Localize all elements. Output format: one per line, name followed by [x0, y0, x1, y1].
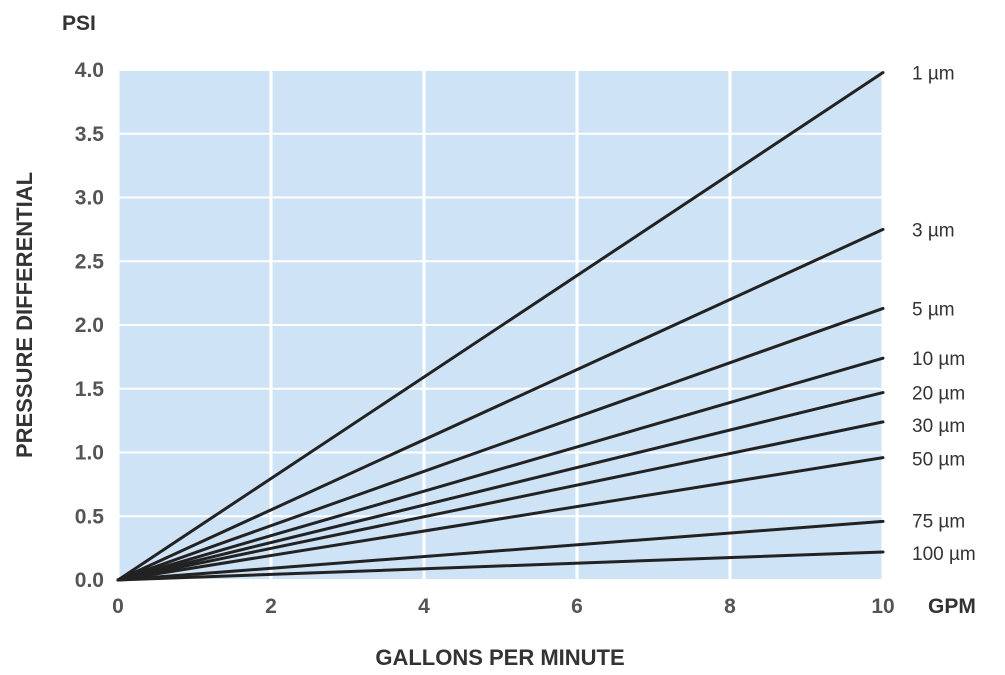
x-axis-ticks: 0 2 4 6 8 10: [112, 595, 895, 618]
series-line: [116, 356, 885, 582]
x-tick-label: 8: [724, 595, 736, 618]
y-unit-label: PSI: [62, 12, 96, 35]
series-label: 75 µm: [912, 511, 965, 532]
series-line: [116, 519, 885, 582]
series-label: 3 µm: [912, 220, 955, 241]
y-axis-title: PRESSURE DIFFERENTIAL: [12, 172, 37, 458]
x-axis-title: GALLONS PER MINUTE: [375, 645, 624, 670]
series-line: [116, 420, 885, 582]
x-tick-label: 4: [418, 595, 430, 618]
y-axis-ticks: 0.0 0.5 1.0 1.5 2.0 2.5 3.0 3.5 4.0: [75, 59, 105, 592]
y-tick-label: 4.0: [75, 59, 104, 82]
series-label: 1 µm: [912, 64, 955, 85]
series-label: 100 µm: [912, 544, 976, 565]
y-tick-label: 0.5: [75, 505, 105, 528]
series-line: [116, 550, 885, 582]
x-unit-label: GPM: [928, 595, 976, 618]
y-tick-label: 0.0: [75, 569, 104, 592]
series-line: [116, 456, 885, 582]
series-label: 10 µm: [912, 349, 965, 370]
series-label: 5 µm: [912, 299, 955, 320]
y-tick-label: 3.5: [75, 123, 105, 146]
y-tick-label: 3.0: [75, 187, 104, 210]
x-tick-label: 2: [265, 595, 277, 618]
series-label: 20 µm: [912, 384, 965, 405]
series-label: 50 µm: [912, 450, 965, 471]
series-label: 30 µm: [912, 416, 965, 437]
x-tick-label: 10: [871, 595, 894, 618]
series-line: [116, 71, 885, 582]
x-tick-label: 6: [571, 595, 583, 618]
series-line: [116, 227, 885, 582]
grid: [116, 69, 885, 581]
y-tick-label: 2.0: [75, 314, 104, 337]
series-line: [116, 306, 885, 582]
series-line: [116, 391, 885, 582]
x-tick-label: 0: [112, 595, 124, 618]
y-tick-label: 2.5: [75, 250, 105, 273]
y-tick-label: 1.5: [75, 378, 105, 401]
series-labels: 1 µm 3 µm 5 µm 10 µm 20 µm 30 µm 50 µm 75 µm 100…: [912, 64, 976, 565]
y-tick-label: 1.0: [75, 442, 104, 465]
series-lines: [116, 71, 885, 582]
